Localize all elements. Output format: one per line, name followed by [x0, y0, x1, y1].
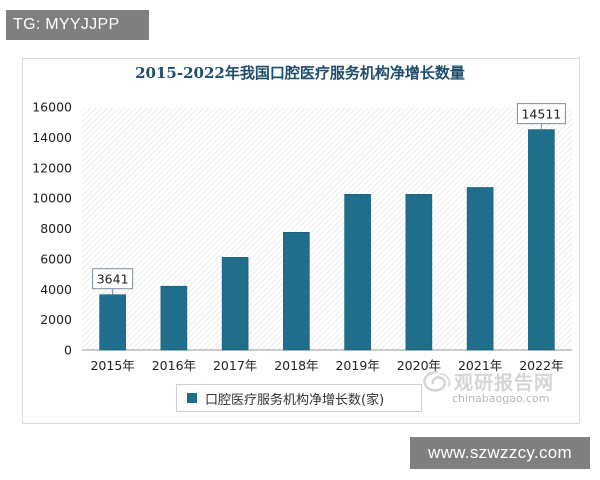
- tg-badge: TG: MYYJJPP: [6, 10, 149, 40]
- x-tick-label: 2017年: [213, 358, 257, 373]
- bar-6: [466, 187, 494, 351]
- site-badge: www.szwzzcy.com: [410, 437, 590, 469]
- data-label-text: 3641: [97, 272, 129, 287]
- y-tick-label: 16000: [32, 100, 72, 115]
- bar-7: [528, 129, 555, 351]
- y-tick-label: 10000: [32, 191, 72, 206]
- data-label-7: 14511: [516, 103, 566, 130]
- legend-swatch: [187, 393, 197, 403]
- y-tick-label: 8000: [40, 221, 72, 236]
- data-label-0: 3641: [92, 268, 134, 295]
- chart-legend: 口腔医疗服务机构净增长数(家): [176, 384, 422, 412]
- x-tick-label: 2022年: [519, 358, 563, 373]
- x-tick-label: 2015年: [90, 358, 134, 373]
- swirl-logo-icon: [423, 370, 451, 392]
- y-tick-label: 0: [64, 343, 72, 358]
- watermark-logo: 观研报告网: [420, 368, 554, 395]
- x-tick-label: 2018年: [274, 358, 318, 373]
- y-tick-label: 6000: [40, 251, 72, 266]
- y-tick-label: 14000: [32, 130, 72, 145]
- y-tick-label: 12000: [32, 160, 72, 175]
- y-tick-label: 2000: [40, 312, 72, 327]
- x-tick-label: 2021年: [458, 358, 502, 373]
- watermark-url: chinabaogao.com: [452, 392, 550, 405]
- x-tick-label: 2019年: [335, 358, 379, 373]
- bar-4: [344, 194, 371, 351]
- x-tick-label: 2016年: [152, 358, 196, 373]
- bar-1: [160, 285, 188, 351]
- data-label-text: 14511: [521, 107, 561, 122]
- watermark-brand: 观研报告网: [454, 372, 555, 394]
- y-tick-label: 4000: [40, 282, 72, 297]
- bar-2: [221, 257, 249, 351]
- bar-3: [283, 231, 310, 351]
- chart-title: 2015-2022年我国口腔医疗服务机构净增长数量: [135, 64, 465, 82]
- bar-0: [99, 294, 126, 351]
- bar-5: [405, 194, 433, 351]
- x-tick-label: 2020年: [397, 358, 441, 373]
- plot-area: [82, 108, 572, 350]
- legend-label: 口腔医疗服务机构净增长数(家): [205, 392, 385, 408]
